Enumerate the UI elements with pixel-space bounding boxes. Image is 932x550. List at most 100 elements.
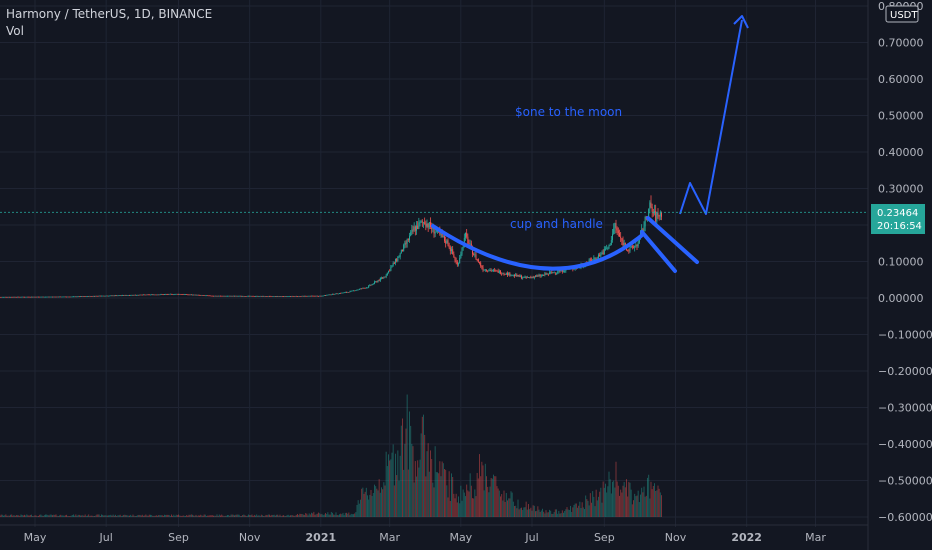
volume-bar (369, 494, 371, 517)
volume-bar (469, 473, 471, 517)
candle-body (502, 273, 504, 275)
candle-body (82, 296, 84, 297)
volume-bar (293, 515, 295, 517)
volume-bar (472, 498, 473, 517)
volume-bar (288, 515, 290, 517)
candle-body (132, 294, 134, 296)
candle-body (164, 294, 165, 296)
currency-badge[interactable]: USDT (885, 5, 919, 23)
candle-body (356, 289, 358, 291)
volume-bar (608, 471, 610, 517)
candle-body (105, 295, 107, 297)
volume-bar (503, 490, 505, 517)
candle-body (619, 232, 620, 237)
candle-body (279, 296, 281, 297)
volume-bar (497, 488, 499, 517)
volume-bar (439, 461, 441, 517)
candle-body (462, 246, 464, 248)
volume-bar (367, 495, 368, 517)
volume-bar (208, 515, 210, 517)
candle-body (475, 254, 477, 260)
candle-body (97, 295, 99, 297)
candle-body (281, 296, 283, 297)
volume-bar (398, 480, 400, 517)
candle-body (320, 295, 322, 297)
candle-body (3, 296, 4, 298)
candle-body (288, 296, 290, 297)
candle-body (13, 296, 15, 298)
volume-bar (454, 498, 456, 517)
volume-bar (437, 472, 438, 517)
volume-bar (572, 507, 574, 517)
candle-body (490, 270, 492, 271)
currency-badge-bg (885, 5, 919, 23)
candle-body (615, 223, 617, 228)
candle-body (168, 293, 170, 295)
volume-bar (315, 514, 317, 517)
volume-bar (124, 514, 126, 517)
volume-bar (69, 516, 71, 517)
volume-bar (434, 446, 436, 517)
candle-body (614, 223, 616, 229)
volume-bar (127, 515, 129, 517)
volume-bar (409, 411, 410, 517)
volume-bar (361, 488, 363, 517)
candle-body (61, 296, 63, 298)
candle-body (48, 296, 50, 298)
volume-bar (538, 509, 540, 517)
volume-bar (242, 515, 244, 517)
candle-body (631, 246, 633, 248)
volume-bar (636, 495, 638, 517)
candle-body (165, 294, 167, 295)
volume-bar (243, 514, 245, 517)
volume-bar (18, 515, 20, 517)
candle-body (407, 239, 409, 241)
volume-bar (63, 515, 65, 517)
volume-bar (410, 425, 412, 517)
price-tag: 0.23464 20:16:54 (871, 204, 925, 234)
candle-body (474, 254, 476, 256)
candle-body (383, 276, 385, 278)
volume-bar (102, 514, 104, 517)
volume-bar (550, 510, 552, 517)
candle-body (144, 294, 146, 296)
volume-bar (54, 514, 56, 517)
candle-body (292, 296, 294, 297)
volume-bar (360, 499, 361, 517)
candle-body (536, 275, 538, 277)
volume-bar (299, 513, 301, 517)
candle-body (126, 295, 128, 296)
candle-body (129, 295, 130, 296)
candle-body (197, 294, 199, 296)
candle-body (201, 295, 203, 296)
candle-body (299, 295, 301, 297)
volume-bar (516, 508, 518, 517)
candle-body (159, 294, 161, 296)
candle-body (453, 254, 455, 257)
candle-body (404, 242, 406, 245)
volume-bar (634, 493, 636, 517)
candle-body (104, 295, 106, 297)
candle-body (528, 277, 529, 278)
volume-bar (435, 472, 437, 517)
volume-bar (300, 513, 302, 517)
volume-bar (52, 515, 53, 517)
candle-body (339, 293, 340, 294)
candle-body (609, 244, 611, 246)
volume-bar (347, 513, 349, 517)
volume-bar (251, 514, 253, 517)
volume-bar (241, 515, 242, 517)
candle-body (325, 295, 326, 296)
volume-bar (90, 515, 92, 517)
volume-bar (609, 479, 611, 517)
candle-body (657, 212, 659, 216)
volume-bar (110, 514, 112, 517)
volume-bar (476, 472, 478, 517)
volume-bar (80, 515, 81, 517)
candle-body (390, 267, 392, 271)
chart-title: Harmony / TetherUS, 1D, BINANCE (6, 7, 212, 21)
volume-bar (164, 514, 165, 517)
volume-bar (606, 492, 608, 517)
volume-bar (533, 505, 535, 517)
